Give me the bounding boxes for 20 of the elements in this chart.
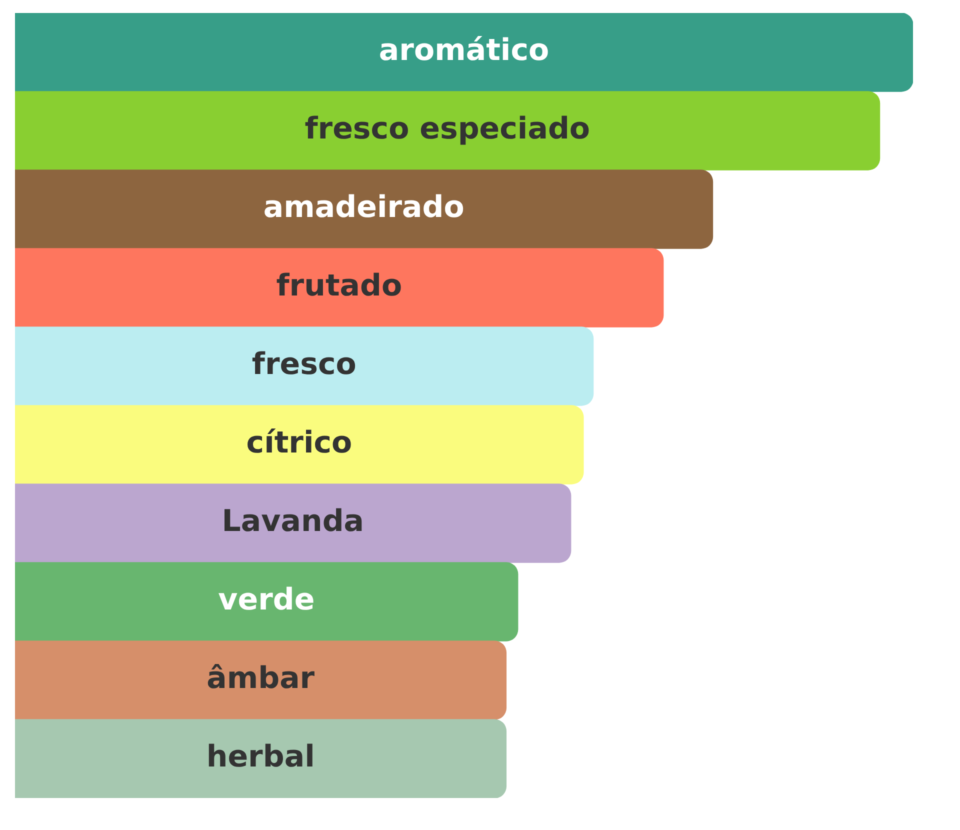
y-tick-label: Lavanda: [222, 504, 364, 540]
y-tick-label: amadeirado: [263, 190, 464, 226]
y-tick-label: verde: [218, 582, 315, 618]
y-tick-label: cítrico: [246, 426, 352, 461]
bar: [15, 170, 714, 249]
y-tick-label: aromático: [378, 33, 550, 68]
bar: [15, 248, 664, 328]
y-tick-label: âmbar: [206, 661, 315, 696]
bar: [15, 562, 518, 642]
bar: [15, 719, 507, 798]
bar: [15, 91, 880, 170]
y-tick-label: herbal: [206, 740, 315, 775]
y-tick-label: fresco especiado: [304, 112, 590, 147]
y-tick-label: fresco: [252, 347, 356, 382]
bar: [15, 640, 507, 720]
bar: [15, 405, 584, 484]
bar: [15, 13, 913, 92]
bar: [15, 484, 572, 563]
bar: [15, 326, 594, 406]
y-tick-label: frutado: [276, 268, 402, 304]
